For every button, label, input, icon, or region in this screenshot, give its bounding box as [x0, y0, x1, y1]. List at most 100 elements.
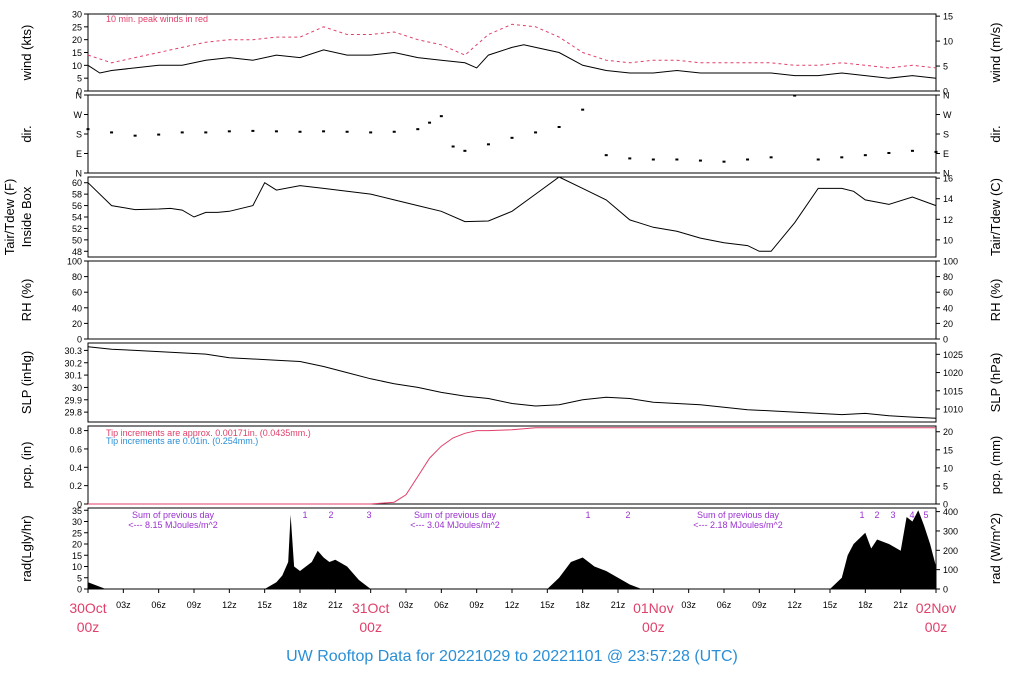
- y-tick-right-label-rh: 0: [943, 335, 948, 345]
- pcp-note-tip: Tip increments are 0.01in. (0.254mm.): [106, 436, 258, 446]
- dir-point: [180, 131, 184, 134]
- date-hour-label: 00z: [359, 619, 382, 635]
- dir-point: [675, 158, 679, 161]
- series-line-peak: [87, 23, 937, 69]
- y-tick-label-rh: 100: [67, 257, 82, 267]
- y-tick-right-label-slp: 1015: [943, 386, 963, 396]
- y-tick-label-wind: 5: [77, 74, 82, 84]
- y-axis-label-wind: wind (kts): [19, 25, 34, 82]
- y-tick-label-slp: 29.9: [64, 395, 82, 405]
- x-tick-label: 09z: [752, 600, 767, 610]
- dir-point: [628, 157, 632, 160]
- y-tick-label-wind: 30: [72, 10, 82, 20]
- y-tick-right-label-rh: 40: [943, 303, 953, 313]
- y-tick-right-label-rh: 100: [943, 257, 958, 267]
- page-title: UW Rooftop Data for 20221029 to 20221101…: [286, 648, 738, 665]
- y-tick-label-rad: 35: [72, 506, 82, 516]
- y-tick-label-pcp: 0.6: [69, 444, 82, 454]
- x-tick-label: 09z: [469, 600, 484, 610]
- y-tick-right-label-temp: 14: [943, 194, 953, 204]
- date-label: 02Nov: [916, 600, 956, 616]
- y-tick-label-rad: 5: [77, 573, 82, 583]
- y-tick-right-label-dir: N: [943, 169, 950, 179]
- y-tick-label-temp: 60: [72, 178, 82, 188]
- y-tick-label-temp: 50: [72, 235, 82, 245]
- y-tick-right-label-pcp: 5: [943, 481, 948, 491]
- x-tick-label: 21z: [328, 600, 343, 610]
- y-tick-right-label-wind: 5: [943, 62, 948, 72]
- dir-point: [557, 126, 561, 128]
- y-tick-label-pcp: 0.4: [69, 463, 82, 473]
- dir-point: [863, 154, 867, 157]
- pcp-note-approx: Tip increments are approx. 0.00171in. (0…: [106, 428, 311, 438]
- y-tick-right-label-rad: 300: [943, 526, 958, 536]
- y-tick-label-temp: 56: [72, 201, 82, 211]
- series-line-SLP: [87, 346, 937, 419]
- panel-frame-slp: [87, 342, 937, 423]
- dir-point: [840, 156, 844, 159]
- y-tick-label-rad: 10: [72, 562, 82, 572]
- y-axis-label2-temp: Inside Box: [19, 186, 34, 247]
- y-tick-label-wind: 25: [72, 22, 82, 32]
- rad-sum-value: <--- 2.18 MJoules/m^2: [693, 520, 783, 530]
- x-tick-label: 18z: [575, 600, 590, 610]
- y-tick-right-label-rh: 20: [943, 319, 953, 329]
- y-axis-label-temp: Tair/Tdew (F): [2, 179, 17, 256]
- dir-point: [298, 130, 302, 133]
- dir-point: [722, 160, 726, 163]
- y-axis-label-right-wind: wind (m/s): [988, 23, 1003, 84]
- dir-point: [86, 128, 90, 131]
- dir-point: [698, 159, 702, 162]
- rad-sum-title: Sum of previous day: [697, 510, 780, 520]
- x-tick-label: 12z: [505, 600, 520, 610]
- y-axis-label-slp: SLP (inHg): [19, 351, 34, 414]
- y-tick-label-pcp: 0.8: [69, 426, 82, 436]
- date-label: 01Nov: [633, 600, 673, 616]
- y-tick-right-label-slp: 1010: [943, 405, 963, 415]
- date-hour-label: 00z: [642, 619, 665, 635]
- dir-point: [227, 130, 231, 133]
- rad-hour-mark: 1: [859, 510, 864, 520]
- y-tick-right-label-rh: 60: [943, 288, 953, 298]
- y-tick-label-pcp: 0: [77, 500, 82, 510]
- y-tick-right-label-slp: 1020: [943, 368, 963, 378]
- y-tick-label-rad: 25: [72, 528, 82, 538]
- y-tick-right-label-temp: 10: [943, 235, 953, 245]
- dir-point: [793, 94, 797, 97]
- rad-hour-mark: 1: [302, 510, 307, 520]
- rad-sum-value: <--- 8.15 MJoules/m^2: [128, 520, 218, 530]
- x-tick-label: 12z: [787, 600, 802, 610]
- dir-point: [251, 129, 255, 132]
- dir-point: [274, 130, 278, 133]
- y-tick-label-temp: 54: [72, 213, 82, 223]
- dir-point: [451, 145, 455, 148]
- y-tick-right-label-pcp: 15: [943, 445, 953, 455]
- dir-point: [934, 150, 938, 153]
- dir-point: [133, 134, 137, 137]
- y-tick-label-rad: 30: [72, 517, 82, 527]
- y-axis-label-right-temp: Tair/Tdew (C): [988, 178, 1003, 256]
- y-tick-right-label-slp: 1025: [943, 350, 963, 360]
- y-axis-label-right-rh: RH (%): [988, 279, 1003, 322]
- y-tick-label-slp: 30.3: [64, 346, 82, 356]
- panel-frame-wind: [87, 13, 937, 92]
- y-tick-right-label-pcp: 10: [943, 463, 953, 473]
- y-tick-label-rh: 0: [77, 335, 82, 345]
- y-tick-label-rad: 20: [72, 540, 82, 550]
- rad-sum-title: Sum of previous day: [132, 510, 215, 520]
- y-tick-right-label-dir: W: [943, 110, 952, 120]
- y-tick-right-label-rad: 100: [943, 565, 958, 575]
- x-tick-label: 18z: [293, 600, 308, 610]
- y-tick-right-label-rad: 400: [943, 507, 958, 517]
- x-tick-label: 03z: [399, 600, 414, 610]
- x-tick-label: 06z: [151, 600, 166, 610]
- rad-hour-mark: 2: [874, 510, 879, 520]
- panel-frame-pcp: [87, 425, 937, 505]
- dir-point: [463, 149, 467, 152]
- panel-frame-temp: [87, 176, 937, 258]
- x-tick-label: 09z: [187, 600, 202, 610]
- y-tick-label-dir: E: [76, 149, 82, 159]
- dir-point: [392, 130, 396, 133]
- y-axis-label-right-pcp: pcp. (mm): [988, 436, 1003, 495]
